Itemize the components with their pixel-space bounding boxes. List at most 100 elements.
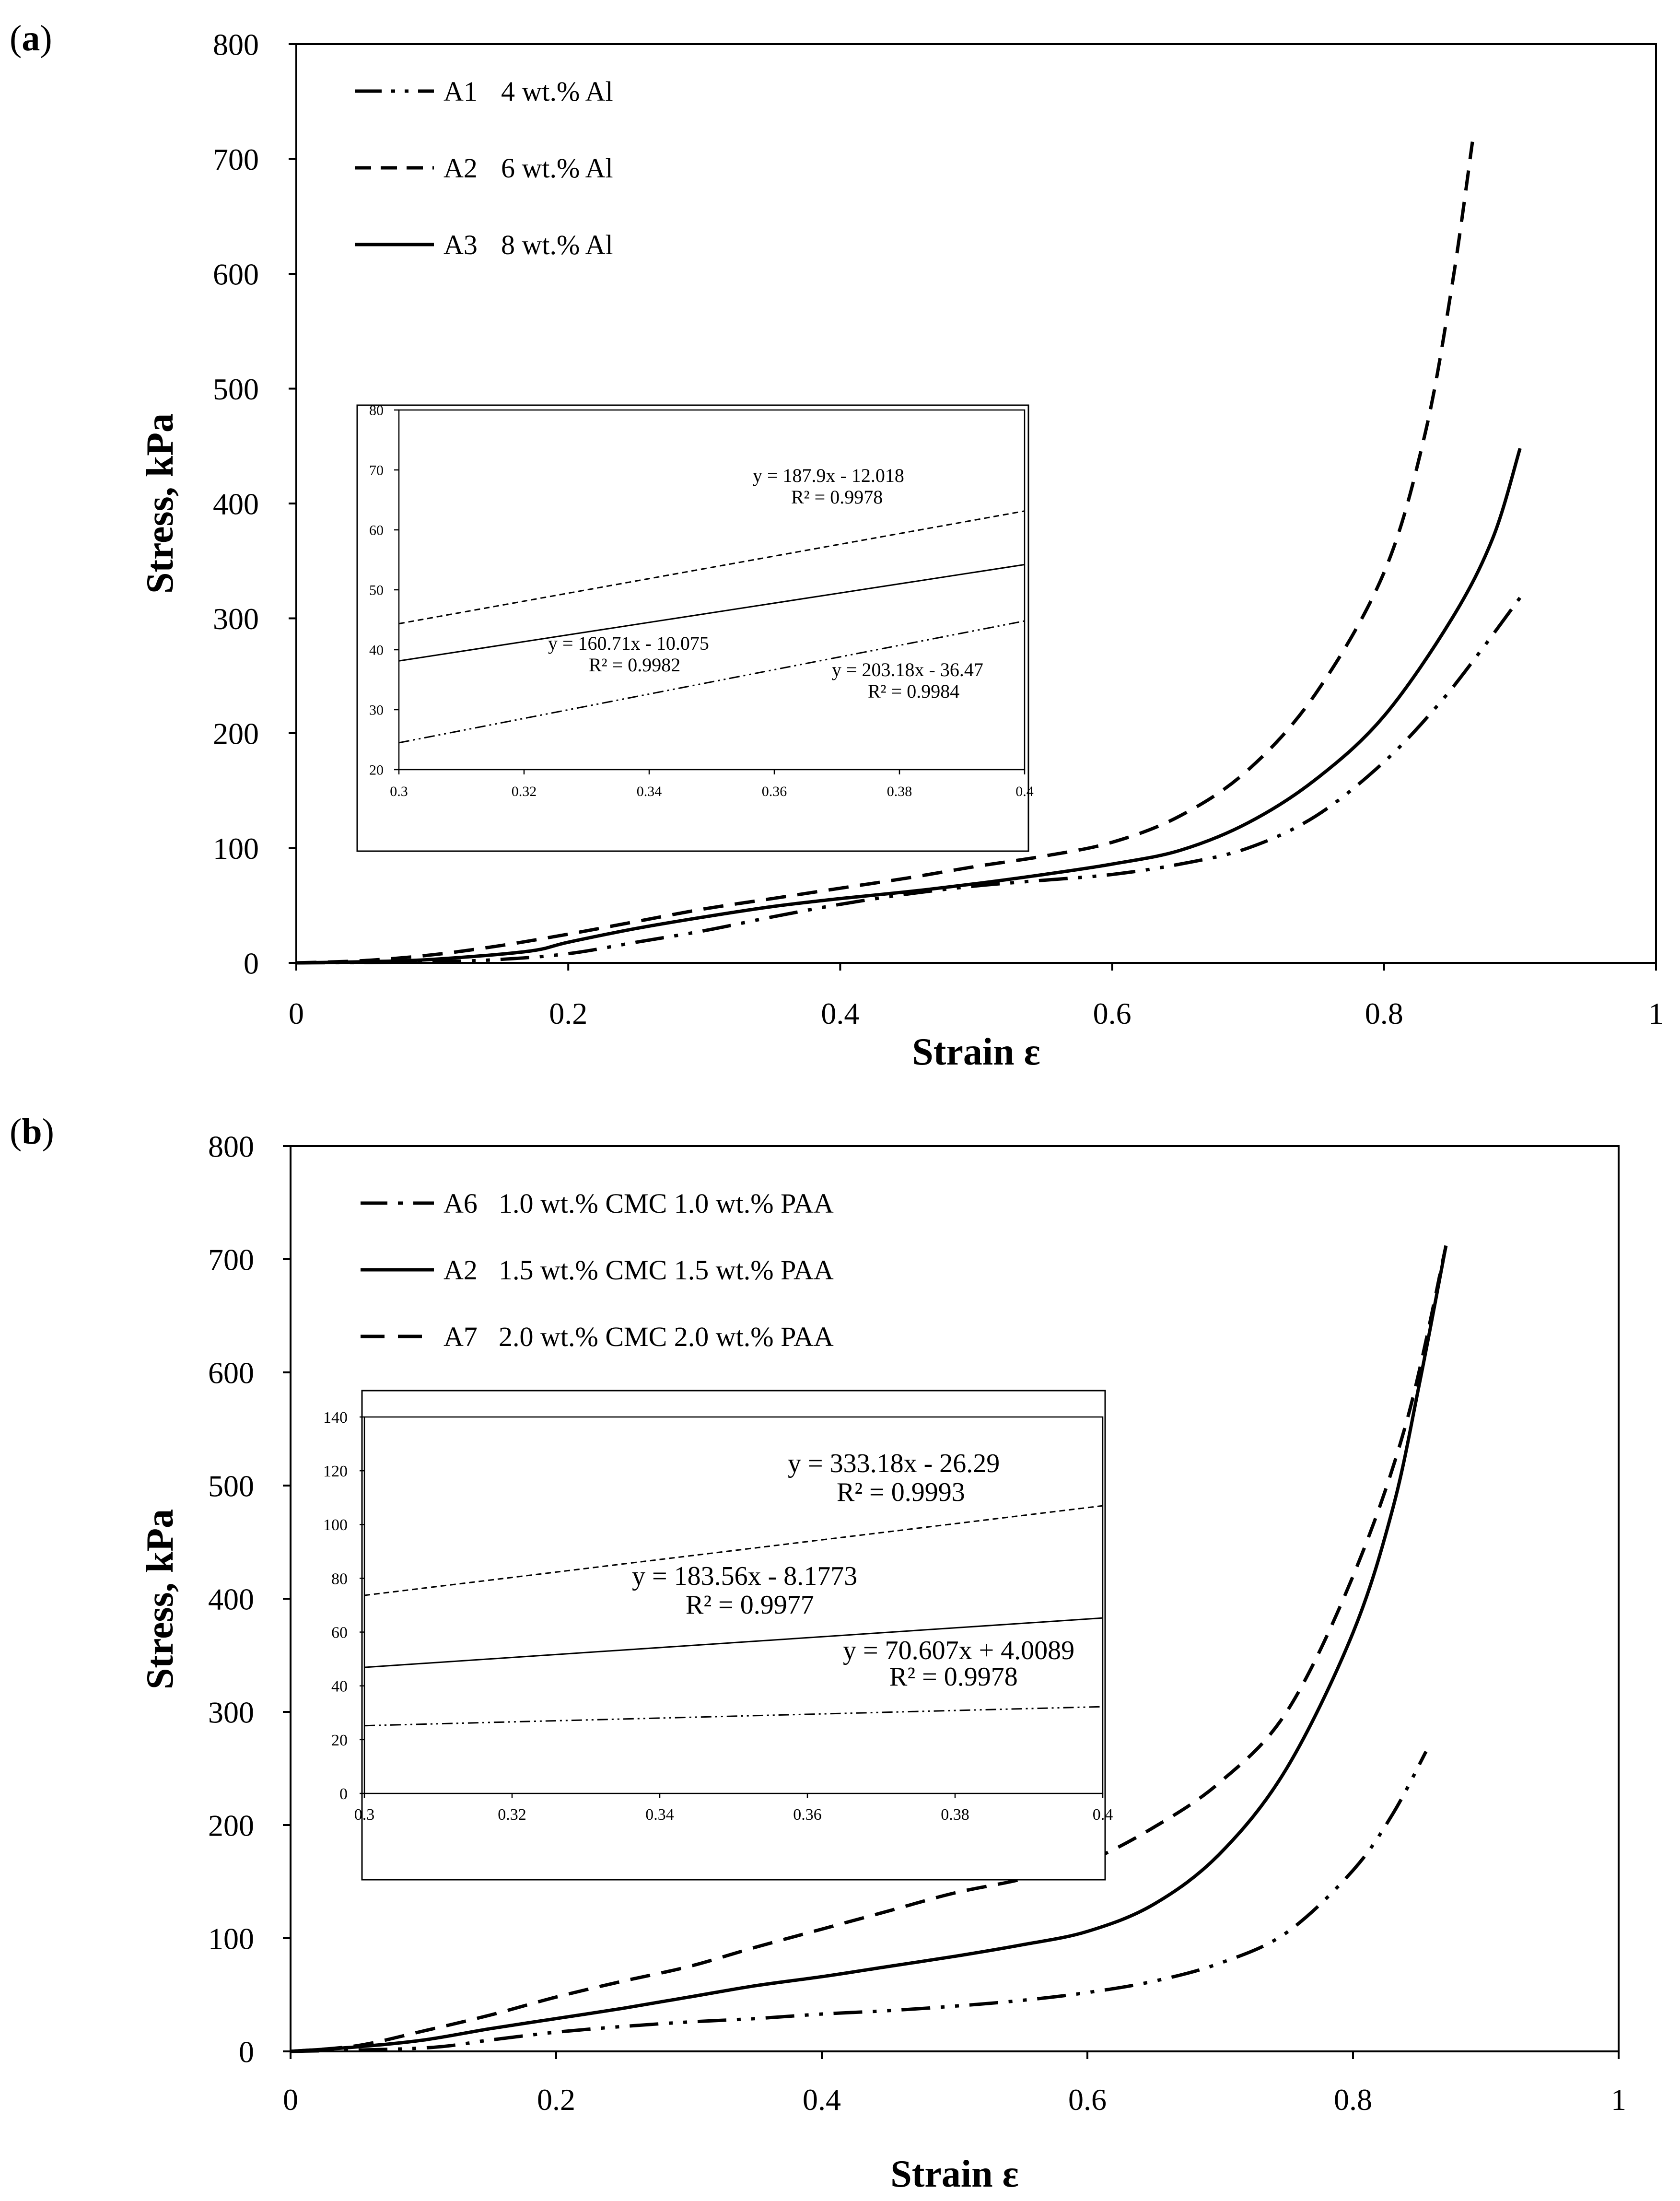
inset-r2-A2: R² = 0.9978 <box>791 486 883 508</box>
inset-equation-A2: y = 183.56x - 8.1773 <box>632 1561 857 1591</box>
series-layer <box>290 1245 1448 2053</box>
inset-x-tick-label: 0.4 <box>1015 784 1034 799</box>
x-tick-label: 1 <box>1648 996 1664 1030</box>
inset-annotations: y = 333.18x - 26.29 R² = 0.9993 y = 183.… <box>632 1449 1074 1692</box>
x-tick-label: 0.6 <box>1068 2083 1107 2117</box>
y-tick-label: 400 <box>208 1582 254 1616</box>
inset-annotations: y = 187.9x - 12.018 R² = 0.9978 y = 160.… <box>548 465 983 702</box>
y-tick-label: 0 <box>239 2035 254 2069</box>
x-tick-label: 0 <box>289 996 304 1030</box>
panel-b: (b) 0 0.2 0.4 0.6 0.8 10100200300400500600700… <box>10 1112 1626 2195</box>
inset-fit-line-A6 <box>364 1706 1103 1727</box>
y-tick-label: 700 <box>208 1242 254 1276</box>
legend-label-A2: 1.5 wt.% CMC 1.5 wt.% PAA <box>499 1254 834 1286</box>
series-line-A3 <box>296 447 1522 965</box>
inset-x-tick-label: 0.38 <box>887 784 912 799</box>
inset-x-tick-label: 0.4 <box>1093 1806 1113 1824</box>
inset-r2-A3: R² = 0.9982 <box>589 654 680 676</box>
series-line-A1 <box>296 597 1522 965</box>
x-axis-label: Strain ε <box>890 2153 1019 2195</box>
inset-frame <box>363 1416 1104 1794</box>
inset-y-tick-label: 50 <box>369 583 384 598</box>
inset-ticks: 0.3 0.32 0.34 0.36 0.38 0.4 0 20 40 60 80 100 120 140 <box>323 1409 1113 1824</box>
panel-label-a: (a) <box>10 18 52 59</box>
x-tick-label: 0.8 <box>1365 996 1403 1030</box>
inset-x-tick-label: 0.3 <box>354 1806 375 1824</box>
x-tick-label: 0.2 <box>537 2083 575 2117</box>
legend-code-A2: A2 <box>443 1254 478 1286</box>
legend-label-A6: 1.0 wt.% CMC 1.0 wt.% PAA <box>499 1188 834 1219</box>
inset-y-tick-label: 70 <box>369 463 384 479</box>
inset-fit-lines <box>364 1505 1103 1727</box>
y-tick-label: 200 <box>208 1808 254 1842</box>
inset-fit-line-A2 <box>398 510 1025 625</box>
inset-y-tick-label: 20 <box>331 1732 348 1749</box>
y-tick-label: 600 <box>213 257 259 291</box>
legend-code-A7: A7 <box>443 1321 478 1352</box>
inset-background <box>361 1390 1106 1881</box>
inset-x-tick-label: 0.34 <box>637 784 662 799</box>
inset-y-tick-label: 100 <box>323 1516 348 1534</box>
y-tick-label: 500 <box>208 1469 254 1503</box>
series-layer <box>296 141 1522 965</box>
inset-fit-line-A2 <box>364 1617 1103 1668</box>
inset-x-tick-label: 0.36 <box>762 784 787 799</box>
x-tick-label: 1 <box>1611 2083 1626 2117</box>
y-tick-label: 800 <box>213 27 259 61</box>
series-line-A7 <box>290 1245 1448 2053</box>
legend-label-A7: 2.0 wt.% CMC 2.0 wt.% PAA <box>499 1321 834 1352</box>
y-axis-label: Stress, kPa <box>139 1509 181 1689</box>
inset-equation-A3: y = 160.71x - 10.075 <box>548 632 709 654</box>
y-tick-label: 500 <box>213 372 259 406</box>
inset-y-tick-label: 60 <box>331 1624 348 1641</box>
y-tick-label: 400 <box>213 487 259 521</box>
inset-y-tick-label: 80 <box>331 1570 348 1588</box>
inset-equation-A6: y = 70.607x + 4.0089 <box>843 1636 1074 1665</box>
panel-label-b: (b) <box>10 1112 54 1152</box>
inset-r2-A7: R² = 0.9993 <box>837 1477 965 1507</box>
y-tick-label: 100 <box>208 1921 254 1955</box>
inset-y-tick-label: 140 <box>323 1409 348 1427</box>
inset-x-tick-label: 0.38 <box>941 1806 969 1824</box>
legend-code-A6: A6 <box>443 1188 478 1219</box>
inset-fit-line-A3 <box>398 563 1025 662</box>
inset-y-tick-label: 120 <box>323 1463 348 1480</box>
x-tick-label: 0.6 <box>1093 996 1132 1030</box>
y-tick-label: 700 <box>213 142 259 176</box>
legend: A1 4 wt.% Al A2 6 wt.% Al A3 8 wt.% Al <box>355 76 613 260</box>
inset-background <box>356 404 1029 852</box>
inset-y-tick-label: 40 <box>331 1678 348 1696</box>
inset-y-tick-label: 30 <box>369 702 384 718</box>
x-tick-label: 0.4 <box>821 996 859 1030</box>
inset-y-tick-label: 0 <box>339 1785 348 1803</box>
inset-y-tick-label: 60 <box>369 523 384 539</box>
inset-x-tick-label: 0.32 <box>498 1806 526 1824</box>
inset-r2-A1: R² = 0.9984 <box>868 680 959 702</box>
y-tick-label: 600 <box>208 1356 254 1390</box>
x-tick-label: 0.4 <box>803 2083 841 2117</box>
y-tick-label: 300 <box>213 602 259 636</box>
legend-label-A1: 4 wt.% Al <box>501 76 613 107</box>
inset-y-tick-label: 80 <box>369 403 384 419</box>
inset-fit-line-A1 <box>398 620 1025 744</box>
inset-y-tick-label: 20 <box>369 762 384 778</box>
inset-fit-lines <box>398 510 1025 744</box>
legend-code-A3: A3 <box>443 229 478 260</box>
legend-code-A2: A2 <box>443 152 478 184</box>
series-line-A2 <box>290 1245 1448 2053</box>
legend-code-A1: A1 <box>443 76 478 107</box>
y-tick-label: 100 <box>213 831 259 866</box>
inset-r2-A6: R² = 0.9978 <box>889 1662 1018 1692</box>
y-tick-label: 300 <box>208 1695 254 1729</box>
y-tick-label: 800 <box>208 1129 254 1163</box>
legend: A6 1.0 wt.% CMC 1.0 wt.% PAA A2 1.5 wt.%… <box>361 1188 834 1352</box>
inset-chart: 0.3 0.32 0.34 0.36 0.38 0.4 20 30 40 50 60 70 80 y =… <box>356 403 1034 852</box>
inset-equation-A2: y = 187.9x - 12.018 <box>753 465 904 486</box>
x-tick-label: 0.2 <box>549 996 587 1030</box>
inset-r2-A2: R² = 0.9977 <box>686 1590 814 1620</box>
legend-label-A2: 6 wt.% Al <box>501 152 613 184</box>
inset-x-tick-label: 0.34 <box>645 1806 674 1824</box>
inset-x-tick-label: 0.36 <box>793 1806 822 1824</box>
